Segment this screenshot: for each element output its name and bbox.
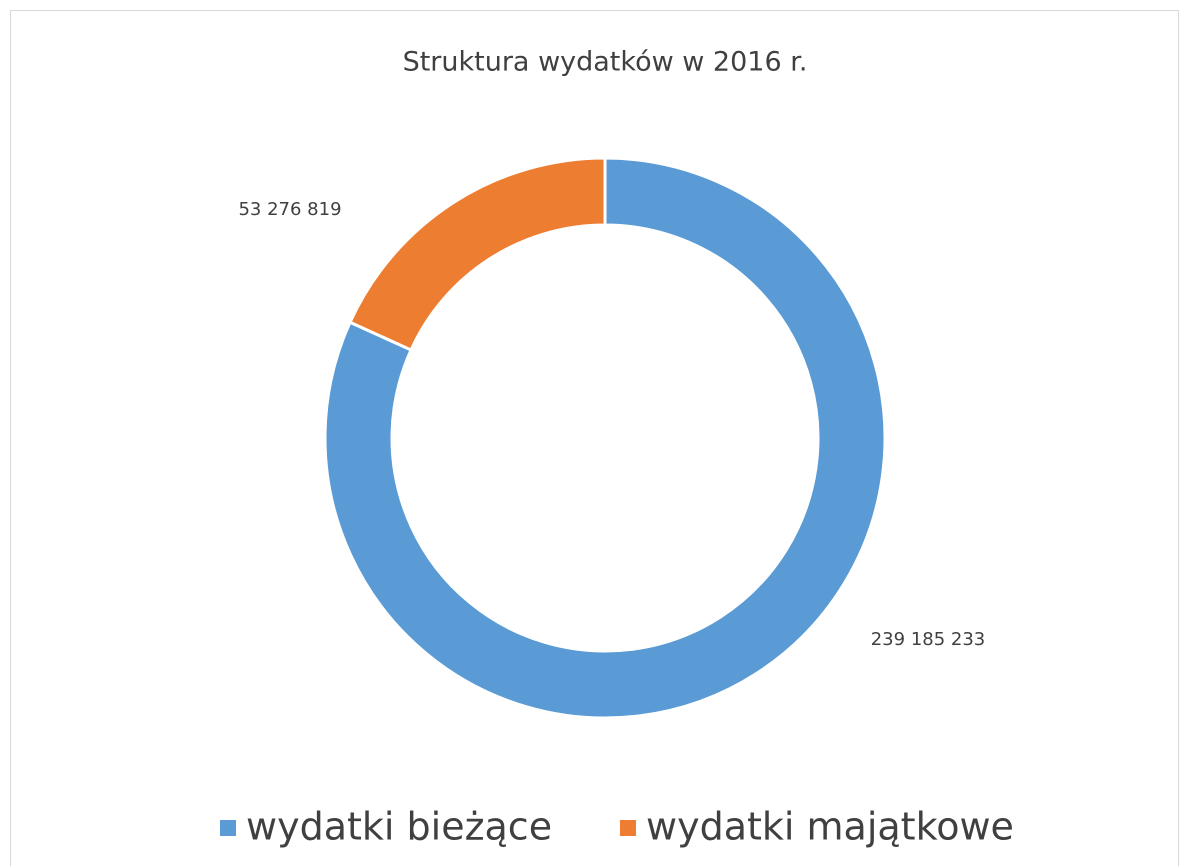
legend-swatch — [620, 820, 636, 836]
legend-label: wydatki bieżące — [246, 805, 552, 849]
chart-border — [10, 10, 1179, 866]
data-label: 239 185 233 — [871, 629, 986, 650]
donut-segment — [348, 156, 607, 352]
data-label: 53 276 819 — [238, 199, 341, 220]
donut-segment — [323, 156, 887, 720]
legend-label: wydatki majątkowe — [646, 805, 1014, 849]
legend-swatch — [220, 820, 236, 836]
chart-title: Struktura wydatków w 2016 r. — [403, 47, 808, 78]
